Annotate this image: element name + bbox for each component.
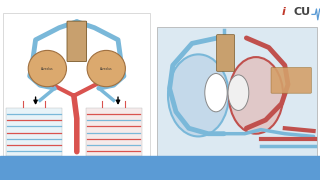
Bar <box>86 108 141 156</box>
Text: CU: CU <box>294 7 311 17</box>
Text: Alveolus: Alveolus <box>41 67 54 71</box>
Bar <box>3 13 150 164</box>
Bar <box>157 27 317 164</box>
Ellipse shape <box>168 54 229 136</box>
FancyBboxPatch shape <box>67 21 87 62</box>
FancyBboxPatch shape <box>271 68 311 93</box>
Ellipse shape <box>229 57 283 134</box>
Ellipse shape <box>87 50 125 87</box>
Text: i: i <box>282 7 285 17</box>
Bar <box>6 108 62 156</box>
Ellipse shape <box>228 75 249 111</box>
Bar <box>0 156 320 180</box>
Text: Alveolus: Alveolus <box>100 67 113 71</box>
Ellipse shape <box>205 73 227 112</box>
Ellipse shape <box>28 50 67 87</box>
FancyBboxPatch shape <box>217 35 235 71</box>
